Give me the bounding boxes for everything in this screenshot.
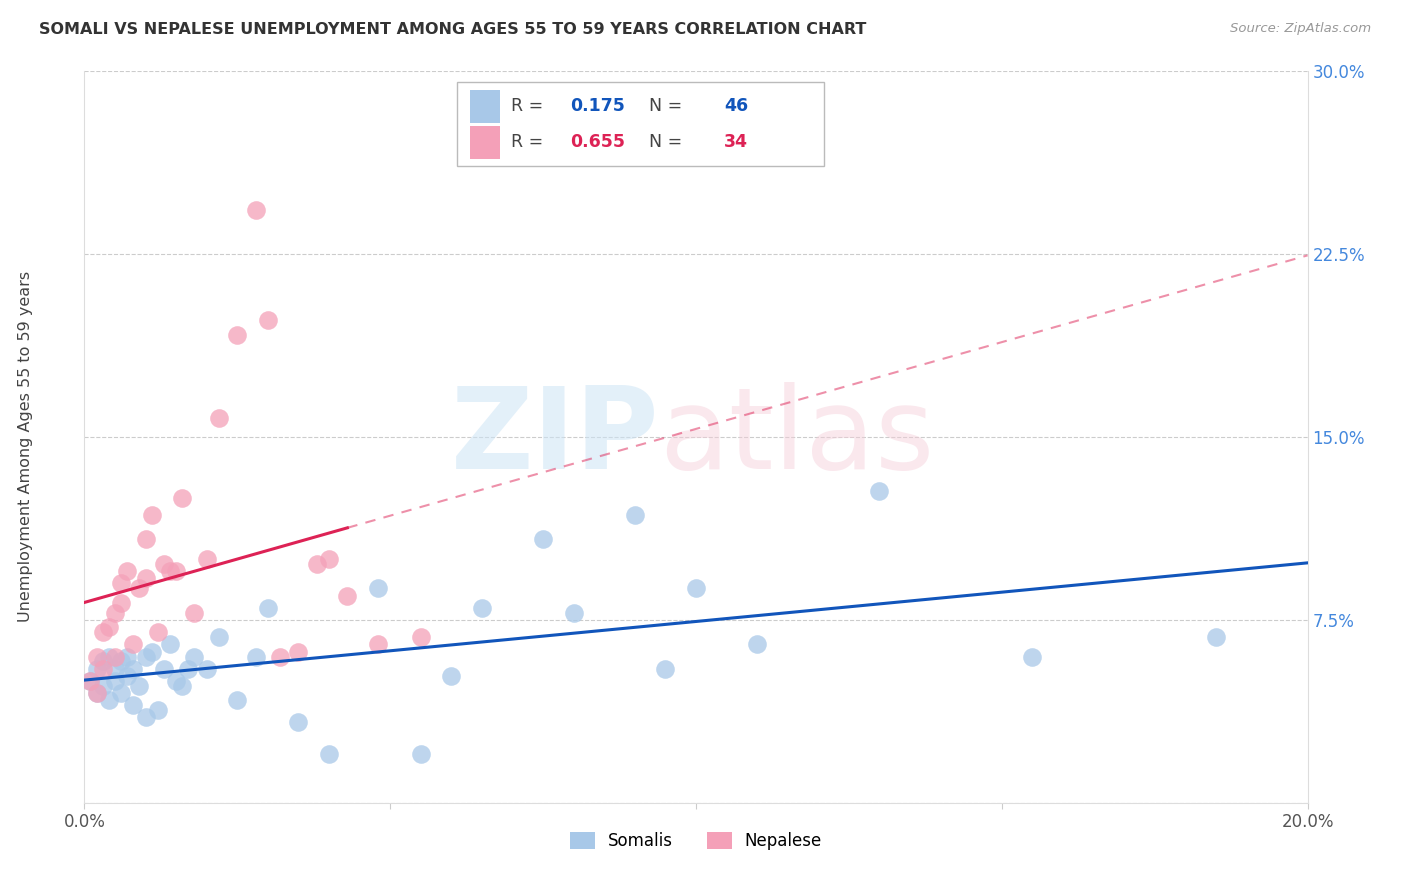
Point (245, 203, 267, 218)
Point (146, 703, 169, 717)
Point (141, 508, 163, 522)
Text: Source: ZipAtlas.com: Source: ZipAtlas.com (1230, 22, 1371, 36)
Point (1021, 649, 1043, 664)
Point (86, 662, 108, 676)
Point (208, 630, 231, 644)
Point (869, 483, 891, 498)
Point (159, 564, 181, 578)
Point (685, 581, 707, 595)
Point (305, 557, 328, 571)
Point (409, 630, 432, 644)
Point (128, 679, 150, 693)
Point (86, 686, 108, 700)
Point (624, 508, 647, 522)
Text: Unemployment Among Ages 55 to 59 years: Unemployment Among Ages 55 to 59 years (18, 270, 32, 622)
Point (257, 600, 280, 615)
Bar (470, 90, 501, 122)
Text: 46: 46 (724, 97, 748, 115)
Point (159, 637, 181, 651)
Point (367, 637, 389, 651)
Point (165, 673, 187, 688)
Point (104, 649, 127, 664)
Text: 0.175: 0.175 (569, 97, 624, 115)
Point (336, 589, 359, 603)
Point (245, 649, 267, 664)
Point (183, 606, 205, 620)
Point (195, 552, 218, 566)
Point (257, 313, 280, 327)
Point (141, 645, 163, 659)
Point (269, 649, 291, 664)
Text: 34: 34 (724, 133, 748, 152)
Point (654, 662, 676, 676)
Point (86, 686, 108, 700)
Text: 0.655: 0.655 (569, 133, 626, 152)
Point (86, 649, 108, 664)
Point (153, 557, 176, 571)
Point (128, 581, 150, 595)
Point (104, 662, 127, 676)
Point (122, 698, 145, 713)
Point (409, 747, 432, 761)
Point (177, 662, 200, 676)
Point (110, 654, 132, 668)
Point (97, 649, 120, 664)
Point (104, 673, 127, 688)
Point (747, 637, 769, 651)
Point (91, 654, 114, 668)
Point (208, 410, 231, 425)
Point (115, 564, 138, 578)
Text: R =: R = (512, 97, 548, 115)
Text: R =: R = (512, 133, 548, 152)
Point (110, 686, 132, 700)
Point (531, 533, 554, 547)
Point (97, 620, 120, 634)
Point (110, 596, 132, 610)
Legend: Somalis, Nepalese: Somalis, Nepalese (564, 825, 828, 856)
Point (226, 693, 249, 707)
Point (104, 606, 127, 620)
Point (146, 625, 169, 640)
Point (115, 649, 138, 664)
Point (91, 662, 114, 676)
Point (562, 606, 585, 620)
Point (79, 673, 101, 688)
Point (122, 662, 145, 676)
Text: ZIP: ZIP (451, 382, 659, 492)
Bar (470, 126, 501, 159)
Point (172, 491, 194, 505)
Point (115, 669, 138, 683)
Text: SOMALI VS NEPALESE UNEMPLOYMENT AMONG AGES 55 TO 59 YEARS CORRELATION CHART: SOMALI VS NEPALESE UNEMPLOYMENT AMONG AG… (39, 22, 866, 37)
Point (110, 576, 132, 591)
Point (135, 710, 157, 724)
Point (195, 662, 218, 676)
Point (318, 747, 340, 761)
Point (287, 715, 309, 730)
Point (135, 572, 157, 586)
Point (153, 662, 176, 676)
Point (287, 645, 309, 659)
Point (97, 693, 120, 707)
Point (122, 637, 145, 651)
Point (1205, 630, 1227, 644)
Point (471, 600, 494, 615)
Point (226, 327, 249, 342)
Point (79, 673, 101, 688)
Point (367, 581, 389, 595)
Point (318, 552, 340, 566)
Point (91, 625, 114, 640)
Point (172, 679, 194, 693)
Point (91, 679, 114, 693)
Bar (457, 82, 824, 167)
Point (440, 669, 463, 683)
Text: atlas: atlas (659, 382, 935, 492)
Point (135, 649, 157, 664)
Point (165, 564, 187, 578)
Text: N =: N = (638, 97, 688, 115)
Point (183, 649, 205, 664)
Text: N =: N = (638, 133, 688, 152)
Point (135, 533, 157, 547)
